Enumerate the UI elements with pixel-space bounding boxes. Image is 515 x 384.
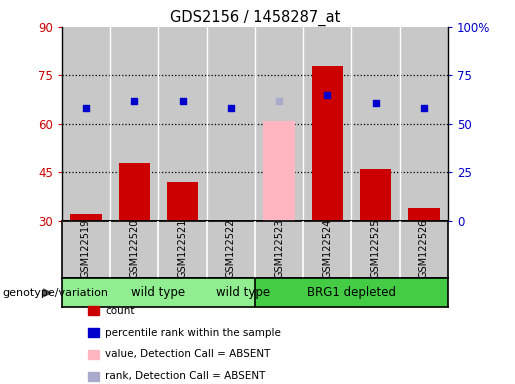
Point (275, 98, 283, 104)
Bar (167, 182, 198, 221)
Bar (118, 163, 150, 221)
Text: GSM122522: GSM122522 (226, 219, 236, 278)
Text: GSM122520: GSM122520 (129, 219, 139, 278)
Bar (207, 27, 255, 221)
Text: GSM122521: GSM122521 (178, 219, 187, 278)
Text: count: count (105, 306, 134, 316)
Bar (360, 169, 391, 221)
Title: GDS2156 / 1458287_at: GDS2156 / 1458287_at (170, 9, 340, 25)
Text: GSM122526: GSM122526 (419, 219, 429, 278)
Point (323, 92, 332, 98)
Text: wild type: wild type (131, 286, 185, 299)
Text: GSM122524: GSM122524 (322, 219, 332, 278)
Bar (62, 27, 110, 221)
Bar (255, 278, 448, 307)
Bar (408, 208, 440, 221)
Bar (159, 27, 207, 221)
Bar (255, 27, 303, 221)
Text: GSM122519: GSM122519 (81, 219, 91, 278)
Point (420, 105, 428, 111)
Bar (70, 214, 101, 221)
Text: percentile rank within the sample: percentile rank within the sample (105, 328, 281, 338)
Point (371, 99, 380, 106)
Text: GSM122523: GSM122523 (274, 219, 284, 278)
Bar (351, 27, 400, 221)
Text: GSM122525: GSM122525 (371, 219, 381, 278)
Bar (62, 278, 255, 307)
Point (130, 98, 139, 104)
Bar (400, 27, 448, 221)
Bar (263, 121, 295, 221)
Text: wild type: wild type (216, 286, 270, 299)
Text: value, Detection Call = ABSENT: value, Detection Call = ABSENT (105, 349, 270, 359)
Point (227, 105, 235, 111)
Point (82, 105, 90, 111)
Bar (312, 66, 343, 221)
Bar (303, 27, 351, 221)
Text: genotype/variation: genotype/variation (3, 288, 109, 298)
Bar (110, 27, 159, 221)
Point (178, 98, 186, 104)
Text: BRG1 depleted: BRG1 depleted (307, 286, 396, 299)
Text: rank, Detection Call = ABSENT: rank, Detection Call = ABSENT (105, 371, 265, 381)
